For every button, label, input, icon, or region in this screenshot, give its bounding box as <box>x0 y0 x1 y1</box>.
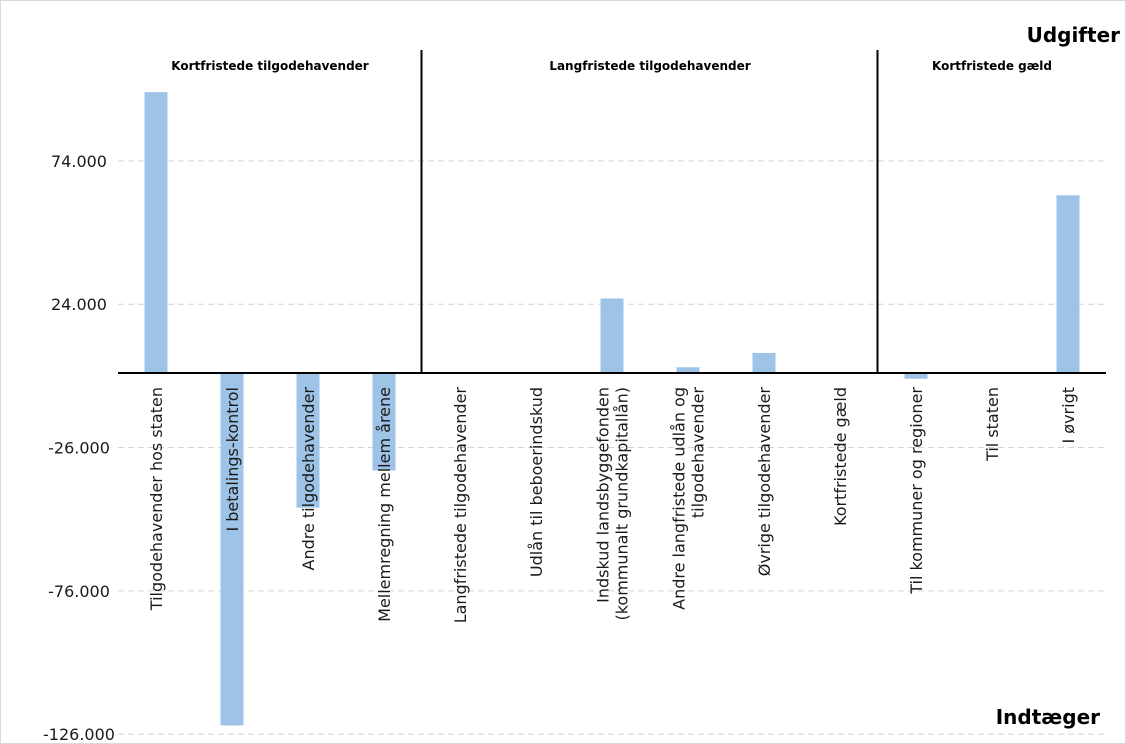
indtaeger-label: Indtæger <box>996 705 1100 729</box>
group-label: Langfristede tilgodehavender <box>549 59 750 73</box>
bar-layer <box>144 92 1080 726</box>
x-category-labels: Tilgodehavender hos staten I betalings-ko… <box>147 387 1078 624</box>
bar <box>752 352 776 373</box>
bar <box>220 373 244 726</box>
divider-layer <box>420 50 879 373</box>
bar <box>904 373 928 379</box>
category-label: Til staten <box>983 387 1002 462</box>
category-label: Tilgodehavender hos staten <box>147 387 166 611</box>
bar <box>296 373 320 508</box>
bar <box>372 373 396 471</box>
group-label: Kortfristede gæld <box>932 59 1052 73</box>
category-label: Andre langfristede udlån ogtilgodehavend… <box>670 387 708 610</box>
y-tick-label: 24.000 <box>51 295 107 314</box>
category-label: Mellemregning mellem årene <box>375 387 394 622</box>
y-tick-labels: 74.000 24.000 -26.000 -76.000 -126.000 <box>43 152 115 744</box>
bar <box>600 298 624 373</box>
category-label: I øvrigt <box>1059 387 1078 444</box>
bar <box>144 92 168 373</box>
y-tick-label: -26.000 <box>48 439 110 458</box>
y-tick-label: -76.000 <box>48 582 110 601</box>
category-label: Øvrige tilgodehavender <box>755 387 774 577</box>
group-label: Kortfristede tilgodehavender <box>171 59 369 73</box>
category-label: Kortfristede gæld <box>831 387 850 526</box>
category-label: Udlån til beboerindskud <box>527 387 546 577</box>
category-label: I betalings-kontrol <box>223 387 242 532</box>
y-tick-label: -126.000 <box>43 725 115 744</box>
bar <box>1056 195 1080 373</box>
udgifter-label: Udgifter <box>1027 23 1121 47</box>
bar <box>676 367 700 373</box>
category-label: Indskud landsbyggefonden(kommunalt grund… <box>594 387 632 621</box>
group-labels: Kortfristede tilgodehavender Langfristede… <box>171 59 1052 73</box>
category-label: Langfristede tilgodehavender <box>451 387 470 624</box>
category-label: Til kommuner og regioner <box>907 387 926 595</box>
y-tick-label: 74.000 <box>51 152 107 171</box>
category-label: Andre tilgodehavender <box>299 387 318 571</box>
